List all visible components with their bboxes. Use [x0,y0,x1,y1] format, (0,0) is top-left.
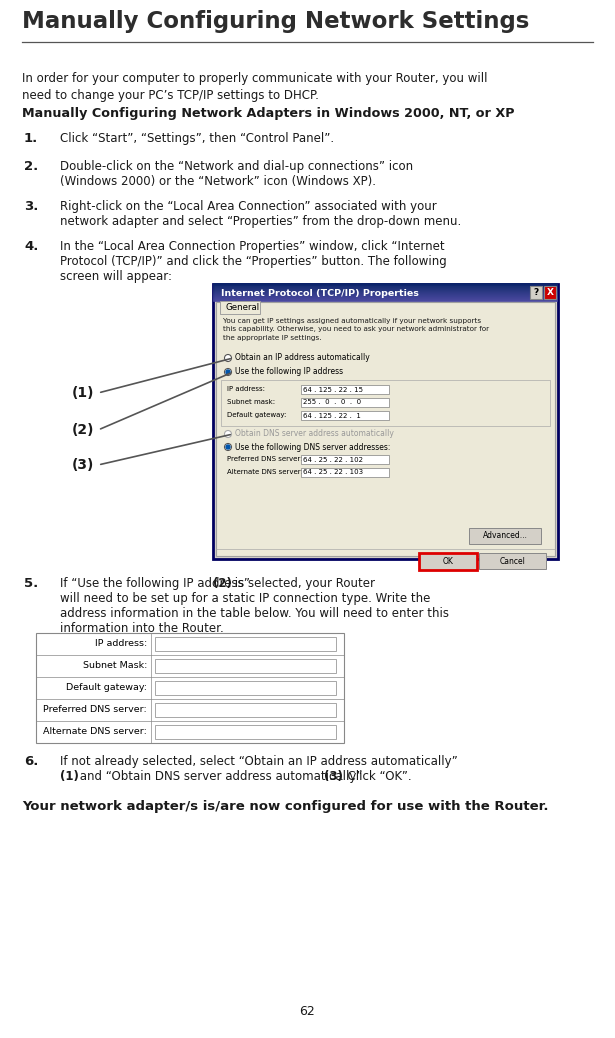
Bar [530,286,542,299]
Circle shape [226,445,230,449]
Text: Your network adapter/s is/are now configured for use with the Router.: Your network adapter/s is/are now config… [22,800,549,813]
Text: 64 . 125 . 22 . 15: 64 . 125 . 22 . 15 [303,386,363,392]
Text: Advanced...: Advanced... [483,531,528,541]
Text: 2.: 2. [24,160,38,173]
Text: Protocol (TCP/IP)” and click the “Properties” button. The following: Protocol (TCP/IP)” and click the “Proper… [60,255,446,268]
Circle shape [226,370,230,374]
FancyBboxPatch shape [479,553,546,569]
Text: information into the Router.: information into the Router. [60,622,224,635]
Bar [301,468,389,477]
Text: 64 . 25 . 22 . 102: 64 . 25 . 22 . 102 [303,457,363,463]
Text: Preferred DNS server:: Preferred DNS server: [43,706,147,714]
Text: OK: OK [443,556,453,566]
Text: Subnet mask:: Subnet mask: [227,399,275,405]
Text: Default gateway:: Default gateway: [66,683,147,692]
Text: Manually Configuring Network Adapters in Windows 2000, NT, or XP: Manually Configuring Network Adapters in… [22,107,515,120]
Text: Cancel: Cancel [500,556,526,566]
Text: (1): (1) [60,770,79,783]
Text: Default gateway:: Default gateway: [227,412,287,418]
Circle shape [224,355,231,361]
Circle shape [224,368,231,376]
Text: (Windows 2000) or the “Network” icon (Windows XP).: (Windows 2000) or the “Network” icon (Wi… [60,175,376,188]
FancyBboxPatch shape [469,528,541,544]
Bar [301,398,389,407]
Bar [36,633,344,743]
Text: Right-click on the “Local Area Connection” associated with your: Right-click on the “Local Area Connectio… [60,200,437,213]
Text: If not already selected, select “Obtain an IP address automatically”: If not already selected, select “Obtain … [60,755,458,768]
Text: 64 . 125 . 22 .  1: 64 . 125 . 22 . 1 [303,412,361,418]
Text: Manually Configuring Network Settings: Manually Configuring Network Settings [22,10,530,33]
Text: Subnet Mask:: Subnet Mask: [82,661,147,671]
Text: 5.: 5. [24,577,38,590]
Bar [155,681,336,695]
Text: . Click “OK”.: . Click “OK”. [340,770,411,783]
Text: IP address:: IP address: [227,386,265,392]
Text: Click “Start”, “Settings”, then “Control Panel”.: Click “Start”, “Settings”, then “Control… [60,132,334,145]
Text: (3): (3) [324,770,343,783]
Text: address information in the table below. You will need to enter this: address information in the table below. … [60,607,449,620]
Text: 4.: 4. [24,240,38,253]
Text: Use the following IP address: Use the following IP address [235,367,343,377]
Bar [301,411,389,420]
Bar [544,286,556,299]
Text: ?: ? [533,288,539,297]
Bar [155,725,336,739]
Text: Obtain an IP address automatically: Obtain an IP address automatically [235,354,370,362]
Text: 64 . 25 . 22 . 103: 64 . 25 . 22 . 103 [303,469,363,475]
Text: 62: 62 [299,1005,315,1018]
Text: network adapter and select “Properties” from the drop-down menu.: network adapter and select “Properties” … [60,215,461,228]
Text: Internet Protocol (TCP/IP) Properties: Internet Protocol (TCP/IP) Properties [221,289,419,298]
Text: You can get IP settings assigned automatically if your network supports
this cap: You can get IP settings assigned automat… [223,318,489,342]
Text: and “Obtain DNS server address automatically”: and “Obtain DNS server address automatic… [76,770,367,783]
FancyBboxPatch shape [418,552,477,570]
Text: is selected, your Router: is selected, your Router [231,577,375,590]
Text: General: General [225,303,259,312]
Text: In order for your computer to properly communicate with your Router, you will
ne: In order for your computer to properly c… [22,72,488,102]
Bar [155,659,336,673]
Text: will need to be set up for a static IP connection type. Write the: will need to be set up for a static IP c… [60,592,430,605]
Bar [155,703,336,717]
Text: 6.: 6. [24,755,38,768]
Bar [155,637,336,651]
Bar [213,284,558,559]
Text: (3): (3) [72,458,94,472]
Bar [216,302,555,556]
Bar [301,385,389,394]
Text: In the “Local Area Connection Properties” window, click “Internet: In the “Local Area Connection Properties… [60,240,445,253]
Text: 1.: 1. [24,132,38,145]
Text: Preferred DNS server:: Preferred DNS server: [227,456,303,462]
Circle shape [224,431,231,437]
Text: Alternate DNS server:: Alternate DNS server: [227,469,303,475]
Text: Alternate DNS server:: Alternate DNS server: [43,728,147,737]
Text: (1): (1) [72,386,95,400]
Circle shape [224,443,231,450]
Text: screen will appear:: screen will appear: [60,270,172,283]
Bar [301,455,389,464]
Bar [220,301,260,315]
Text: 3.: 3. [24,200,38,213]
Text: (2): (2) [213,577,232,590]
Text: Use the following DNS server addresses:: Use the following DNS server addresses: [235,442,391,452]
Text: Obtain DNS server address automatically: Obtain DNS server address automatically [235,430,394,438]
Text: Double-click on the “Network and dial-up connections” icon: Double-click on the “Network and dial-up… [60,160,413,173]
Bar [221,380,550,426]
Text: 255 .  0  .  0  .  0: 255 . 0 . 0 . 0 [303,400,361,406]
Text: IP address:: IP address: [95,639,147,649]
Text: If “Use the following IP address”: If “Use the following IP address” [60,577,253,590]
Text: X: X [547,288,554,297]
Text: (2): (2) [72,424,95,437]
